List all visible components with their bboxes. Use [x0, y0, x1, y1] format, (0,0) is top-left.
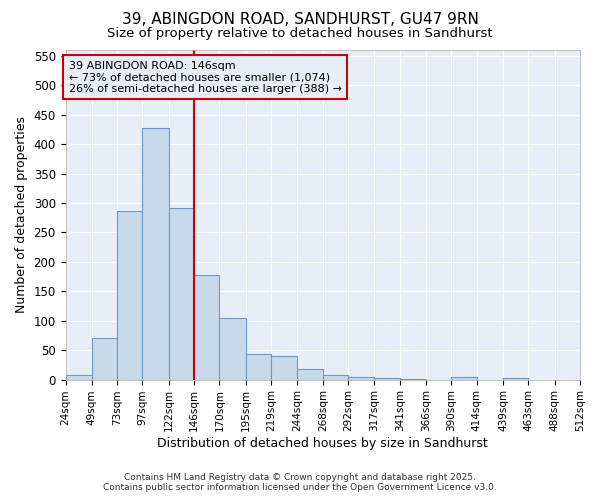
Bar: [246, 354, 271, 380]
Bar: [65, 376, 92, 380]
Bar: [323, 376, 348, 380]
Bar: [271, 356, 298, 380]
Y-axis label: Number of detached properties: Number of detached properties: [15, 116, 28, 314]
Bar: [142, 128, 169, 380]
Bar: [169, 208, 194, 380]
Bar: [298, 369, 323, 380]
Text: 39 ABINGDON ROAD: 146sqm
← 73% of detached houses are smaller (1,074)
26% of sem: 39 ABINGDON ROAD: 146sqm ← 73% of detach…: [68, 60, 341, 94]
Bar: [400, 379, 426, 380]
Text: Size of property relative to detached houses in Sandhurst: Size of property relative to detached ho…: [107, 28, 493, 40]
Bar: [117, 210, 142, 380]
Text: Contains HM Land Registry data © Crown copyright and database right 2025.
Contai: Contains HM Land Registry data © Crown c…: [103, 473, 497, 492]
Bar: [348, 377, 374, 380]
Bar: [451, 377, 476, 380]
Text: 39, ABINGDON ROAD, SANDHURST, GU47 9RN: 39, ABINGDON ROAD, SANDHURST, GU47 9RN: [122, 12, 478, 28]
Bar: [503, 378, 529, 380]
Bar: [220, 318, 246, 380]
X-axis label: Distribution of detached houses by size in Sandhurst: Distribution of detached houses by size …: [157, 437, 488, 450]
Bar: [374, 378, 400, 380]
Bar: [92, 338, 117, 380]
Bar: [194, 275, 220, 380]
